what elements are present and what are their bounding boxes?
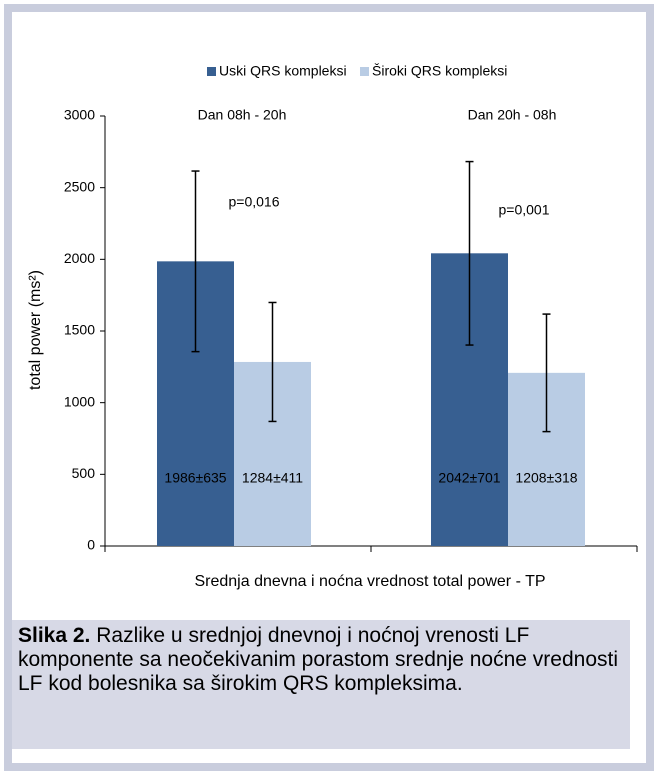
x-axis-title: Srednja dnevna i noćna vrednost total po… — [194, 573, 545, 590]
y-tick-label: 1000 — [64, 393, 95, 409]
caption-text: Razlike u srednjoj dnevnoj i noćnoj vren… — [18, 624, 619, 695]
caption: Slika 2. Razlike u srednjoj dnevnoj i no… — [12, 620, 630, 749]
chart: Srednja dnevna i noćna vrednost total po… — [27, 63, 638, 590]
y-axis-title: total power (ms²) — [27, 270, 44, 390]
legend-swatch — [360, 67, 369, 76]
y-tick-label: 3000 — [64, 107, 95, 123]
annotation: p=0,001 — [499, 202, 550, 218]
annotation: p=0,016 — [229, 194, 280, 210]
y-tick-label: 500 — [72, 465, 96, 481]
y-tick-label: 0 — [87, 537, 95, 553]
y-tick-label: 1500 — [64, 322, 95, 338]
legend-label: Uski QRS kompleksi — [219, 63, 347, 79]
value-label: 1986±635 — [164, 470, 226, 486]
category-label: Dan 20h - 08h — [468, 107, 557, 123]
legend-swatch — [207, 67, 216, 76]
value-label: 2042±701 — [438, 470, 500, 486]
y-tick-label: 2000 — [64, 250, 95, 266]
caption-label: Slika 2. — [18, 624, 91, 647]
value-label: 1208±318 — [515, 470, 577, 486]
legend-label: Široki QRS kompleksi — [372, 63, 507, 79]
y-tick-label: 2500 — [64, 178, 95, 194]
value-label: 1284±411 — [242, 470, 303, 486]
category-label: Dan 08h - 20h — [198, 107, 287, 123]
